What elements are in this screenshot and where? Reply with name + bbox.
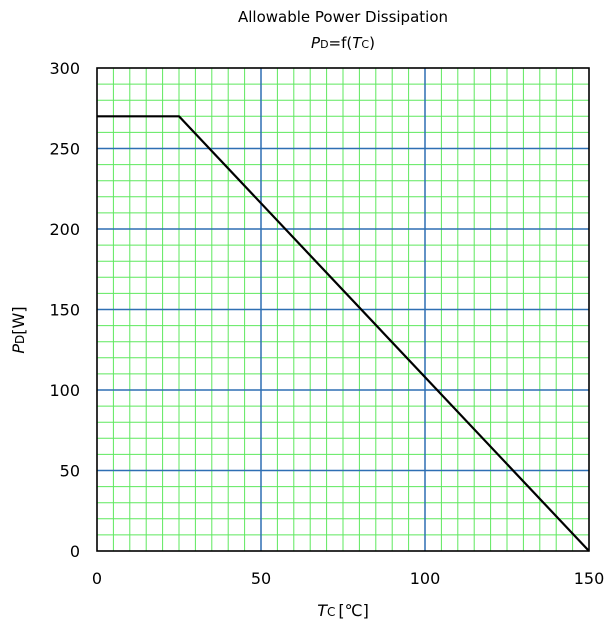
y-axis-label: PD[W] [9,306,28,353]
x-tick-label: 0 [92,569,102,588]
chart-subtitle: PD=f(TC) [311,34,375,52]
data-series [97,115,590,552]
chart-title: Allowable Power Dissipation [238,8,448,26]
y-tick-label: 50 [60,462,80,481]
y-tick-labels: 0 50 100 150 200 250 300 [49,59,80,561]
y-tick-label: 100 [49,381,80,400]
x-tick-label: 50 [251,569,271,588]
x-axis-label: TC [℃] [317,601,369,620]
x-tick-label: 100 [410,569,441,588]
x-tick-label: 150 [574,569,605,588]
y-tick-label: 250 [49,140,80,159]
y-tick-label: 0 [70,542,80,561]
y-tick-label: 200 [49,220,80,239]
y-tick-label: 300 [49,59,80,78]
series-line [97,115,590,552]
x-tick-labels: 0 50 100 150 [92,569,604,588]
major-gridlines [97,68,589,551]
y-tick-label: 150 [49,301,80,320]
plot-frame [96,67,590,552]
